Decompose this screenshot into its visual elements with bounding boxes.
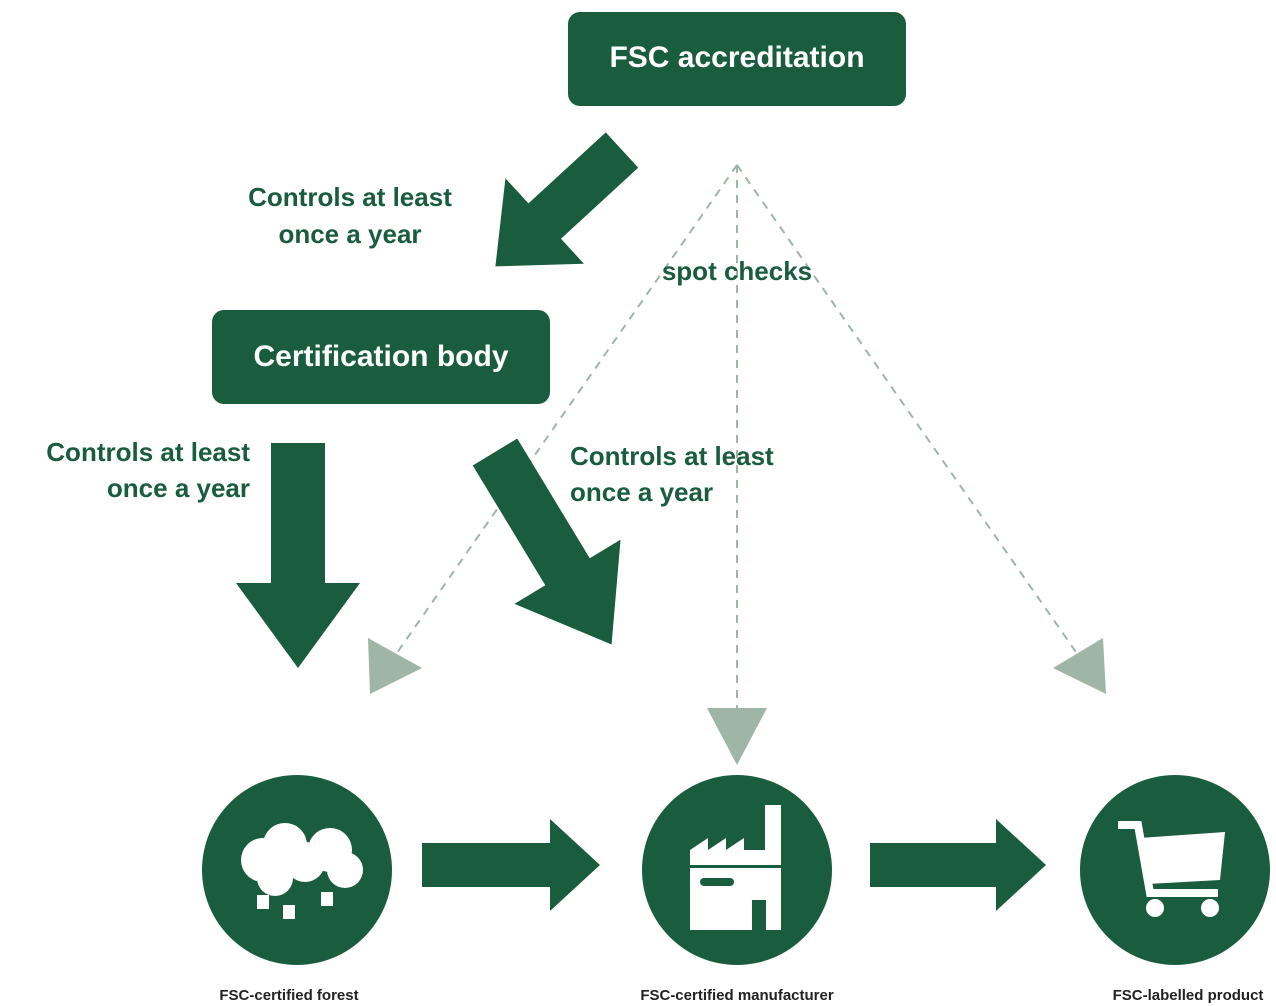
controls-label: once a year xyxy=(570,477,713,507)
dashed-line xyxy=(391,164,738,661)
controls-label: once a year xyxy=(278,219,421,249)
arrow xyxy=(422,819,600,911)
endpoint-label: FSC-certified forest xyxy=(219,987,358,1004)
box-label: FSC accreditation xyxy=(609,41,864,74)
arrow-head xyxy=(1053,638,1106,694)
arrow-head xyxy=(707,708,767,765)
dashed-line xyxy=(736,164,1086,666)
factory-icon xyxy=(690,805,781,930)
arrow xyxy=(236,443,360,668)
big-arrows xyxy=(236,132,1046,911)
spot-check-heads xyxy=(368,638,1106,765)
controls-label: once a year xyxy=(107,473,250,503)
tree-icon xyxy=(241,823,363,919)
arrow xyxy=(495,132,639,267)
box-label: Certification body xyxy=(253,340,508,373)
cart-icon xyxy=(1118,821,1225,917)
certification-box xyxy=(212,310,550,404)
spot-check-lines xyxy=(391,164,1086,712)
endpoint-label: FSC-labelled product xyxy=(1113,987,1264,1004)
arrow-head xyxy=(368,638,422,694)
spot-checks-label: spot checks xyxy=(662,256,812,286)
endpoint-label: FSC-certified manufacturer xyxy=(640,987,834,1004)
controls-label: Controls at least xyxy=(46,437,250,467)
arrow xyxy=(870,819,1046,911)
controls-label: Controls at least xyxy=(248,182,452,212)
controls-label: Controls at least xyxy=(570,441,774,471)
accreditation-box xyxy=(568,12,906,106)
arrow xyxy=(472,438,621,645)
